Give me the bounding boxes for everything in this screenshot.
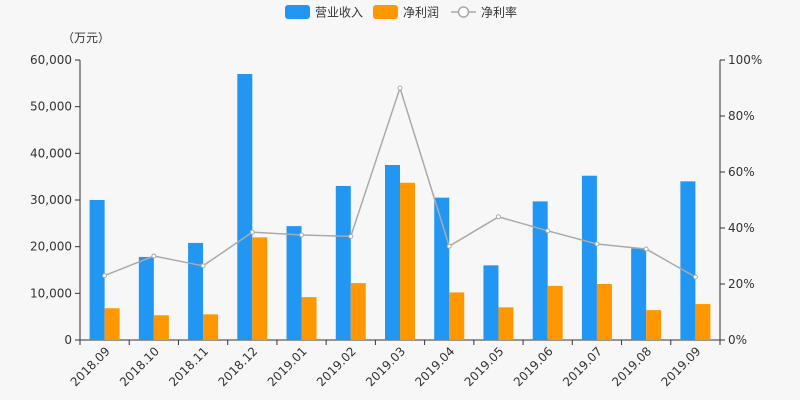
net-margin-point xyxy=(594,241,600,247)
revenue-bar xyxy=(532,201,548,340)
net-profit-bar xyxy=(646,310,662,340)
x-tick-label: 2019.01 xyxy=(265,344,310,389)
legend-item[interactable]: 营业收入 xyxy=(285,5,363,20)
legend-item[interactable]: 净利润 xyxy=(373,5,439,20)
revenue-bar xyxy=(680,181,696,340)
y-left-tick-label: 30,000 xyxy=(30,193,72,207)
net-margin-point xyxy=(200,263,206,269)
revenue-bar xyxy=(335,186,351,340)
x-tick-label: 2019.03 xyxy=(363,344,408,389)
x-tick-label: 2019.09 xyxy=(659,344,704,389)
net-profit-bar xyxy=(498,307,514,340)
y-left-tick-label: 40,000 xyxy=(30,146,72,160)
net-profit-bar xyxy=(449,292,465,340)
y-right-tick-label: 80% xyxy=(728,109,755,123)
revenue-bar xyxy=(631,248,647,340)
y-left-tick-label: 0 xyxy=(64,333,72,347)
y-left-unit-label: （万元） xyxy=(62,31,110,45)
revenue-bar xyxy=(237,74,253,340)
x-tick-label: 2019.04 xyxy=(412,344,457,389)
revenue-bar xyxy=(188,242,204,340)
net-profit-bar xyxy=(695,304,711,340)
net-profit-bar xyxy=(547,285,563,340)
revenue-bar xyxy=(483,265,499,340)
x-tick-label: 2018.12 xyxy=(215,344,260,389)
y-right-tick-label: 0% xyxy=(728,333,747,347)
x-tick-label: 2019.02 xyxy=(314,344,359,389)
y-left-tick-label: 20,000 xyxy=(30,240,72,254)
legend-swatch xyxy=(285,5,310,19)
revenue-bar xyxy=(286,226,302,340)
net-margin-line xyxy=(102,85,698,280)
net-margin-point xyxy=(151,253,157,259)
x-tick-label: 2018.10 xyxy=(117,344,162,389)
net-profit-bar xyxy=(153,315,169,340)
net-profit-bar xyxy=(596,284,612,340)
revenue-bar xyxy=(138,256,154,340)
legend-swatch xyxy=(373,5,398,19)
net-profit-bar xyxy=(252,237,268,340)
y-left-tick-label: 50,000 xyxy=(30,100,72,114)
net-margin-point xyxy=(495,214,501,220)
legend-item[interactable]: 净利率 xyxy=(451,5,517,20)
x-tick-label: 2018.09 xyxy=(68,344,113,389)
net-margin-point xyxy=(397,85,403,91)
y-left-tick-label: 10,000 xyxy=(30,286,72,300)
y-right-tick-label: 40% xyxy=(728,221,755,235)
x-tick-label: 2019.05 xyxy=(462,344,507,389)
y-left-tick-label: 60,000 xyxy=(30,53,72,67)
net-margin-point xyxy=(348,233,354,239)
legend-label: 净利润 xyxy=(403,6,439,20)
legend-label: 净利率 xyxy=(481,5,517,20)
revenue-bar xyxy=(581,175,597,340)
net-profit-bar xyxy=(400,182,415,340)
net-margin-point xyxy=(692,274,698,280)
net-margin-point xyxy=(446,243,452,249)
net-margin-point xyxy=(545,228,551,234)
x-tick-label: 2019.06 xyxy=(511,344,556,389)
revenue-bar xyxy=(89,200,105,340)
legend: 营业收入 净利润 净利率 xyxy=(285,5,517,20)
x-tick-label: 2019.08 xyxy=(609,344,654,389)
net-profit-bar xyxy=(104,308,120,340)
net-margin-point xyxy=(643,246,649,252)
legend-label: 营业收入 xyxy=(315,6,363,20)
legend-swatch-marker xyxy=(457,6,470,18)
net-profit-bar xyxy=(350,283,366,340)
net-margin-point xyxy=(102,273,108,279)
net-margin-point xyxy=(299,232,305,238)
x-tick-label: 2019.07 xyxy=(560,344,605,389)
net-margin-point xyxy=(249,229,255,235)
y-right-tick-label: 60% xyxy=(728,165,755,179)
y-right-tick-label: 20% xyxy=(728,277,755,291)
y-right-tick-label: 100% xyxy=(728,53,762,67)
revenue-bar xyxy=(385,165,400,340)
bars xyxy=(89,74,711,340)
net-profit-bar xyxy=(301,297,317,340)
net-profit-bar xyxy=(203,314,219,340)
revenue-bar xyxy=(434,197,450,340)
x-tick-label: 2018.11 xyxy=(166,344,211,389)
